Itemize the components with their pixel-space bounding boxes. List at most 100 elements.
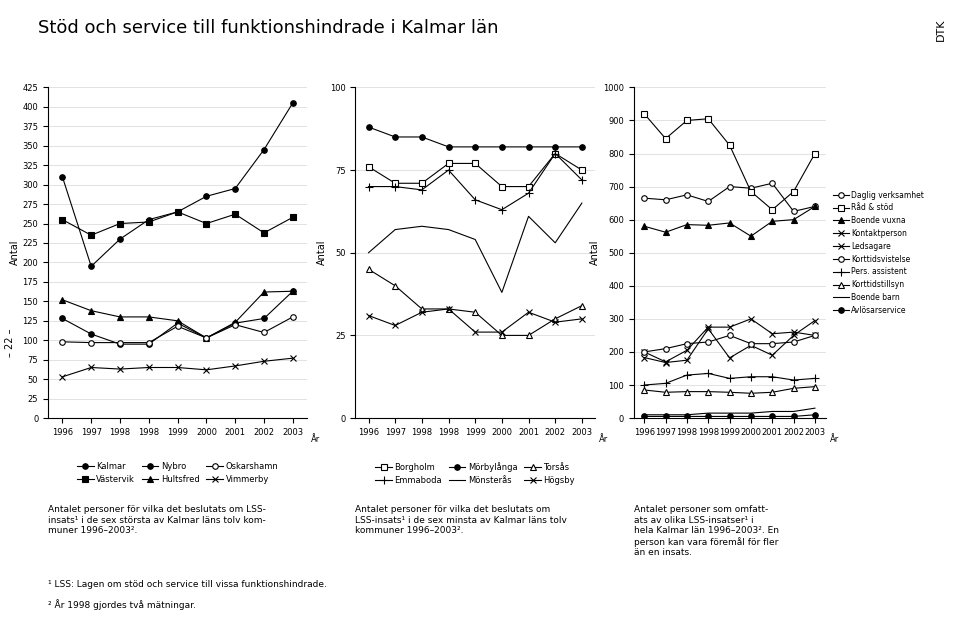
Högsby [576,315,588,323]
Ledsagare [809,317,821,324]
Västervik [172,208,183,216]
Kalmar [287,99,299,107]
Torsås [363,266,374,273]
Hultsfred [172,317,183,324]
Avlösarservice [724,412,735,420]
Boende barn [660,411,671,419]
Avlösarservice [788,412,800,420]
Nybro [57,314,68,322]
Vimmerby [143,364,155,371]
Line: Korttidsvistelse: Korttidsvistelse [641,333,818,354]
Line: Oskarshamn: Oskarshamn [60,314,296,345]
Mönsterås [496,289,508,296]
Kontaktperson [703,323,714,331]
Avlösarservice [682,412,693,420]
Oskarshamn [57,338,68,346]
Västervik [258,229,270,236]
Avlösarservice [745,412,756,420]
Vimmerby [287,354,299,362]
Nybro [229,319,241,327]
Mönsterås [363,249,374,256]
Borgholm [363,163,374,170]
Hultsfred [143,313,155,321]
Line: Vimmerby: Vimmerby [59,354,297,380]
Mörbylånga [576,143,588,150]
Nybro [85,330,97,338]
Kontaktperson [788,328,800,336]
Daglig verksamhet [809,203,821,210]
Text: År: År [829,435,839,444]
Kalmar [85,263,97,270]
Line: Boende barn: Boende barn [644,408,815,415]
Line: Ledsagare: Ledsagare [640,317,819,366]
Korttidsvistelse [809,332,821,339]
Boende barn [745,409,756,417]
Line: Kontaktperson: Kontaktperson [640,315,819,365]
Mönsterås [523,213,535,220]
Ledsagare [682,356,693,364]
Text: DTK: DTK [936,19,946,41]
Line: Emmaboda: Emmaboda [365,149,586,214]
Borgholm [416,180,427,187]
Korttidstillsyn [788,384,800,392]
Kalmar [201,193,212,200]
Mönsterås [443,226,454,233]
Korttidsvistelse [745,340,756,348]
Boende vuxna [766,218,778,225]
Oskarshamn [143,339,155,346]
Avlösarservice [660,412,671,420]
Text: Stöd och service till funktionshindrade i Kalmar län: Stöd och service till funktionshindrade … [38,19,499,37]
Oskarshamn [229,321,241,328]
Korttidstillsyn [638,386,650,394]
Kontaktperson [724,323,735,331]
Boende vuxna [682,221,693,228]
Y-axis label: Antal: Antal [590,240,600,265]
Y-axis label: Antal: Antal [10,240,19,265]
Högsby [549,318,561,326]
Korttidstillsyn [745,389,756,397]
Boende vuxna [660,228,671,236]
Ledsagare [660,359,671,366]
Korttidstillsyn [703,388,714,396]
Daglig verksamhet [660,196,671,203]
Pers. assistent [745,373,756,381]
Oskarshamn [201,334,212,342]
Mörbylånga [469,143,481,150]
Emmaboda [549,150,561,157]
Högsby [416,308,427,316]
Avlösarservice [809,411,821,419]
Legend: Borgholm, Emmaboda, Mörbylånga, Mönsterås, Torsås, Högsby: Borgholm, Emmaboda, Mörbylånga, Mönsterå… [375,462,575,485]
Råd & stöd [724,142,735,149]
Line: Råd & stöd: Råd & stöd [641,111,818,213]
Torsås [496,332,508,339]
Hultsfred [85,307,97,314]
Text: Antalet personer för vilka det beslutats om
LSS-insats¹ i de sex minsta av Kalma: Antalet personer för vilka det beslutats… [355,505,567,535]
Pers. assistent [638,381,650,389]
Emmaboda [523,190,535,197]
Borgholm [443,160,454,167]
Västervik [85,232,97,239]
Kalmar [172,208,183,216]
Korttidsvistelse [682,340,693,348]
Kontaktperson [638,348,650,356]
Korttidsvistelse [788,338,800,346]
Daglig verksamhet [638,195,650,202]
Råd & stöd [638,110,650,117]
Borgholm [496,183,508,190]
Hultsfred [57,296,68,303]
Pers. assistent [682,371,693,379]
Boende barn [766,407,778,415]
Emmaboda [363,183,374,190]
Avlösarservice [638,412,650,420]
Oskarshamn [114,339,126,346]
Line: Högsby: Högsby [365,306,586,336]
Vimmerby [201,366,212,374]
Emmaboda [416,186,427,193]
Hultsfred [229,319,241,326]
Torsås [549,315,561,323]
Korttidstillsyn [809,383,821,391]
Line: Torsås: Torsås [366,266,585,338]
Kalmar [57,173,68,180]
Torsås [443,305,454,313]
Pers. assistent [809,374,821,382]
